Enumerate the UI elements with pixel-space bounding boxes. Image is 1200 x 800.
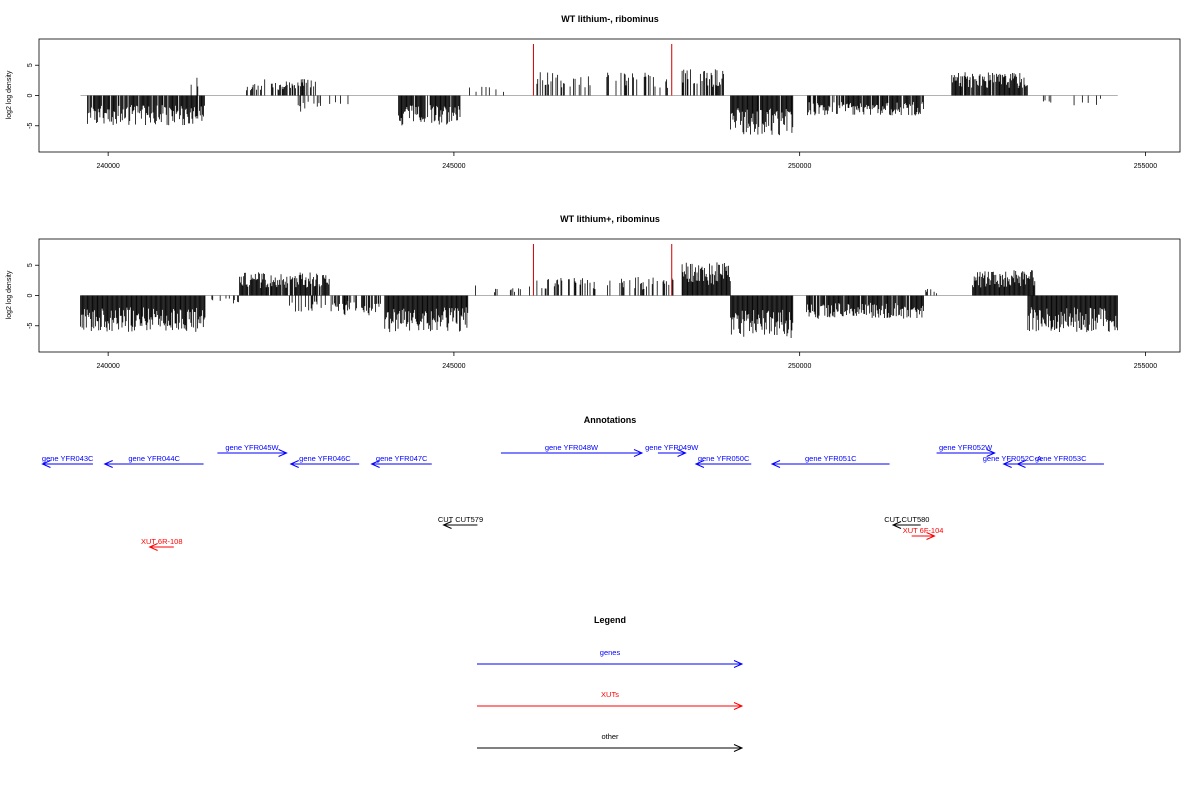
panel-2-bars	[80, 244, 1118, 338]
x-tick-label: 240000	[96, 363, 119, 370]
y-tick-label: 5	[27, 63, 34, 67]
annotation-feature: gene YFR053C	[1016, 454, 1104, 468]
feature-label: gene YFR052W	[939, 443, 993, 452]
annotation-feature: gene YFR044C	[103, 454, 204, 468]
feature-label: gene YFR046C	[299, 454, 351, 463]
legend-label: XUTs	[601, 690, 619, 699]
x-tick-label: 255000	[1134, 363, 1157, 370]
x-tick-label: 250000	[788, 163, 811, 170]
panel-1-title: WT lithium-, ribominus	[561, 14, 659, 24]
y-tick-label: 5	[27, 263, 34, 267]
panel-1-ylabel: log2 log density	[6, 70, 13, 119]
legend-arrowhead	[733, 660, 744, 668]
feature-label: gene YFR044C	[128, 454, 180, 463]
legend: Legend genes XUTs other	[477, 615, 744, 752]
annotation-feature: XUT 6F-104	[903, 526, 944, 540]
feature-label: CUT CUT579	[438, 515, 483, 524]
legend-label: other	[601, 732, 619, 741]
feature-arrowhead	[694, 460, 705, 468]
feature-arrowhead	[1002, 460, 1012, 468]
feature-label: gene YFR047C	[376, 454, 428, 463]
annotation-feature: gene YFR047C	[370, 454, 432, 468]
legend-arrowhead	[733, 702, 744, 710]
legend-label: genes	[600, 648, 621, 657]
panel-lithium-minus: WT lithium-, ribominus log2 log density …	[6, 14, 1181, 170]
annotation-feature: XUT 6R-108	[141, 537, 183, 551]
annotations-track: Annotations gene YFR043C gene YFR044Cgene…	[41, 415, 1104, 551]
legend-item: XUTs	[477, 690, 744, 710]
feature-arrowhead	[289, 460, 299, 468]
y-tick-label: -5	[27, 323, 34, 329]
feature-label: gene YFR043C	[42, 454, 94, 463]
legend-items: genes XUTs other	[477, 648, 744, 752]
feature-label: gene YFR053C	[1035, 454, 1087, 463]
x-tick-label: 250000	[788, 363, 811, 370]
panel-lithium-plus: WT lithium+, ribominus log2 log density …	[6, 214, 1181, 370]
legend-arrowhead	[733, 744, 744, 752]
feature-arrowhead	[442, 521, 452, 529]
annotation-feature: CUT CUT579	[438, 515, 483, 529]
annotation-feature: CUT CUT580	[884, 515, 929, 529]
feature-arrowhead	[926, 532, 936, 540]
feature-label: gene YFR045W	[225, 443, 279, 452]
annotation-feature: gene YFR052C-A	[983, 454, 1042, 468]
panel-2-axes: 240000 245000 250000 255000 -5 0 5	[27, 263, 1157, 370]
annotation-feature: gene YFR046C	[289, 454, 360, 468]
feature-arrowhead	[103, 460, 113, 468]
x-tick-label: 245000	[442, 163, 465, 170]
feature-label: gene YFR050C	[698, 454, 750, 463]
annotation-feature: gene YFR052W	[936, 443, 996, 457]
x-tick-label: 255000	[1134, 163, 1157, 170]
annotation-feature: gene YFR048W	[500, 443, 644, 457]
feature-label: gene YFR052C-A	[983, 454, 1042, 463]
legend-item: genes	[477, 648, 744, 668]
feature-arrowhead	[891, 521, 902, 529]
feature-arrowhead	[770, 460, 781, 468]
feature-label: CUT CUT580	[884, 515, 929, 524]
legend-item: other	[477, 732, 744, 752]
annotation-feature: gene YFR049W	[645, 443, 699, 457]
annotations-title: Annotations	[584, 415, 637, 425]
x-tick-label: 240000	[96, 163, 119, 170]
panel-1-bars	[80, 44, 1118, 136]
feature-arrowhead	[1016, 460, 1026, 468]
feature-label: gene YFR048W	[545, 443, 599, 452]
y-tick-label: 0	[27, 293, 34, 297]
x-tick-label: 245000	[442, 363, 465, 370]
panel-2-ylabel: log2 log density	[6, 270, 13, 319]
panel-1-axes: 240000 245000 250000 255000 -5 0 5	[27, 63, 1157, 170]
feature-arrowhead	[278, 449, 288, 457]
annotation-feature: gene YFR051C	[770, 454, 890, 468]
panel-2-title: WT lithium+, ribominus	[560, 214, 660, 224]
annotation-feature: gene YFR043C	[41, 454, 94, 468]
feature-arrowhead	[370, 460, 380, 468]
feature-label: XUT 6F-104	[903, 526, 944, 535]
annotation-feature: gene YFR050C	[694, 454, 752, 468]
feature-arrowhead	[148, 543, 158, 551]
legend-title: Legend	[594, 615, 626, 625]
annotation-feature: gene YFR045W	[217, 443, 288, 457]
feature-label: XUT 6R-108	[141, 537, 183, 546]
annotation-features: gene YFR043C gene YFR044C gene YFR045W gene…	[41, 443, 1104, 551]
feature-arrowhead	[677, 449, 687, 457]
feature-label: gene YFR051C	[805, 454, 857, 463]
y-tick-label: -5	[27, 123, 34, 129]
feature-arrowhead	[633, 449, 644, 457]
feature-arrowhead	[41, 460, 51, 468]
y-tick-label: 0	[27, 93, 34, 97]
feature-arrowhead	[986, 449, 996, 457]
feature-label: gene YFR049W	[645, 443, 699, 452]
